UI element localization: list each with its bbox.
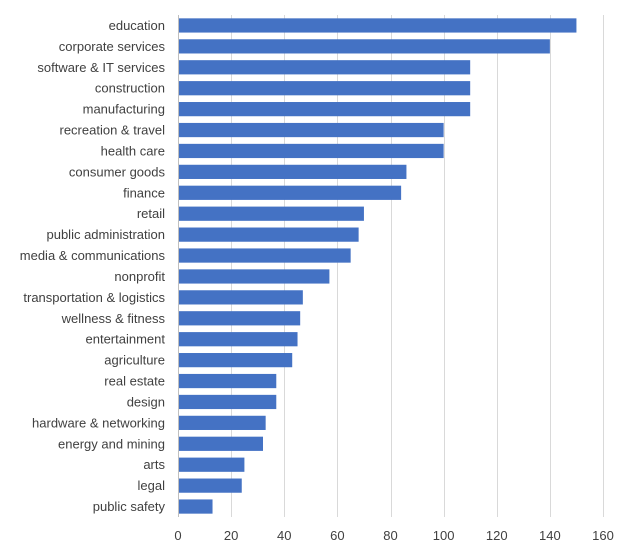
- bar-9: [179, 207, 364, 221]
- category-label-5: recreation & travel: [60, 123, 166, 138]
- bar-5: [179, 123, 444, 137]
- category-label-22: legal: [138, 478, 166, 493]
- bar-17: [179, 374, 276, 388]
- bar-3: [179, 81, 470, 95]
- x-tick-label-40: 40: [277, 528, 291, 543]
- bar-11: [179, 248, 351, 262]
- bar-4: [179, 102, 470, 116]
- bar-0: [179, 18, 576, 32]
- bar-1: [179, 39, 550, 53]
- bars: [179, 18, 576, 513]
- bar-13: [179, 290, 303, 304]
- category-label-13: transportation & logistics: [23, 290, 165, 305]
- category-label-8: finance: [123, 185, 165, 200]
- bar-16: [179, 353, 292, 367]
- category-label-16: agriculture: [104, 353, 165, 368]
- x-tick-label-140: 140: [539, 528, 561, 543]
- category-label-7: consumer goods: [69, 164, 166, 179]
- bar-19: [179, 416, 266, 430]
- x-tick-label-160: 160: [592, 528, 614, 543]
- category-labels: education corporate services software & IT…: [20, 18, 166, 514]
- category-label-0: education: [109, 18, 165, 33]
- bar-20: [179, 437, 263, 451]
- category-label-10: public administration: [46, 227, 165, 242]
- category-label-9: retail: [137, 206, 165, 221]
- bar-7: [179, 165, 406, 179]
- category-label-15: entertainment: [86, 332, 166, 347]
- x-tick-label-80: 80: [383, 528, 397, 543]
- bar-10: [179, 228, 359, 242]
- category-label-18: design: [127, 394, 165, 409]
- bar-6: [179, 144, 444, 158]
- x-tick-label-100: 100: [433, 528, 455, 543]
- bar-21: [179, 458, 244, 472]
- category-label-21: arts: [143, 457, 165, 472]
- category-label-1: corporate services: [59, 39, 166, 54]
- category-label-4: manufacturing: [83, 102, 165, 117]
- category-label-14: wellness & fitness: [61, 311, 166, 326]
- bar-8: [179, 186, 401, 200]
- bar-18: [179, 395, 276, 409]
- category-label-11: media & communications: [20, 248, 166, 263]
- bar-22: [179, 479, 242, 493]
- category-label-6: health care: [101, 143, 165, 158]
- x-tick-label-120: 120: [486, 528, 508, 543]
- x-tick-label-20: 20: [224, 528, 238, 543]
- bar-23: [179, 499, 213, 513]
- x-axis-tick-labels: 0 20 40 60 80 100 120 140 160: [174, 528, 613, 543]
- category-label-17: real estate: [104, 374, 165, 389]
- category-label-2: software & IT services: [37, 60, 165, 75]
- category-label-19: hardware & networking: [32, 415, 165, 430]
- x-tick-label-60: 60: [330, 528, 344, 543]
- x-tick-label-0: 0: [174, 528, 181, 543]
- bar-12: [179, 269, 329, 283]
- bar-15: [179, 332, 298, 346]
- bar-2: [179, 60, 470, 74]
- category-label-3: construction: [95, 81, 165, 96]
- category-label-12: nonprofit: [114, 269, 165, 284]
- bar-14: [179, 311, 300, 325]
- category-label-23: public safety: [93, 499, 166, 514]
- category-label-20: energy and mining: [58, 436, 165, 451]
